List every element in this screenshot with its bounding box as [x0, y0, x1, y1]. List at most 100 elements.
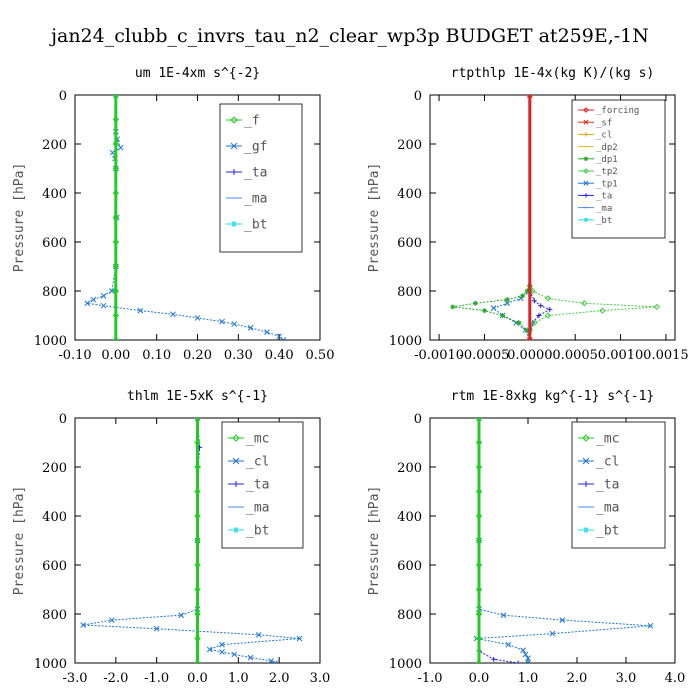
data-point: [112, 312, 120, 319]
legend-entry: _bt: [226, 218, 267, 233]
data-point: [538, 303, 544, 309]
data-point: [450, 304, 456, 310]
data-point: [549, 630, 556, 637]
y-tick-label: 1000: [34, 657, 67, 672]
series-ta: [476, 418, 521, 663]
legend-label: _tp2: [596, 167, 618, 177]
data-point: [84, 300, 91, 307]
data-point: [194, 635, 201, 642]
series-tp1: [490, 95, 533, 340]
data-point: [178, 612, 185, 619]
data-point: [475, 610, 483, 618]
y-axis-label: Pressure [hPa]: [367, 163, 382, 273]
data-point: [194, 561, 201, 569]
panel-title: um 1E-4xm s^{-2}: [135, 66, 260, 81]
data-point: [112, 95, 119, 98]
legend-marker: [583, 180, 589, 186]
legend-label: _ta: [244, 166, 267, 181]
legend-entry: _ma: [226, 192, 267, 207]
data-point: [194, 512, 201, 520]
data-point: [112, 140, 120, 148]
data-point: [475, 418, 483, 422]
data-point: [112, 165, 120, 172]
data-point: [194, 610, 201, 618]
legend-entry: _dp1: [578, 155, 618, 165]
legend-entry: _gf: [226, 140, 267, 155]
data-point: [476, 418, 482, 421]
data-point: [547, 306, 553, 312]
y-tick-label: 800: [42, 285, 67, 300]
data-point: [194, 537, 201, 544]
legend-entry: _ta: [226, 166, 267, 181]
panel-title: rtpthlp 1E-4x(kg K)/(kg s): [451, 66, 655, 81]
data-point: [531, 298, 537, 304]
y-tick-label: 0: [59, 412, 67, 427]
data-point: [475, 561, 483, 569]
x-tick-label: -3.0: [62, 671, 87, 686]
plot-frame: [429, 417, 676, 664]
x-tick-label: -0.0010: [414, 348, 464, 363]
data-point: [272, 660, 278, 663]
data-point: [500, 313, 506, 318]
legend-label: _ma: [246, 501, 269, 516]
legend-entry: _ta: [578, 192, 612, 202]
y-axis-label: Pressure [hPa]: [12, 486, 27, 596]
legend-marker: [583, 168, 589, 174]
series-cl: [80, 418, 303, 663]
legend-entry: _bt: [578, 524, 619, 539]
x-tick-label: 0.0015: [643, 348, 689, 363]
x-tick-label: -1.0: [417, 671, 442, 686]
y-tick-label: 400: [397, 187, 422, 202]
series-f: [112, 95, 120, 340]
x-tick-label: -0.10: [58, 348, 91, 363]
legend-entry: _dp2: [578, 143, 618, 153]
data-point: [112, 214, 120, 221]
x-tick-label: 0.00: [101, 348, 130, 363]
legend-marker: [583, 132, 589, 137]
legend-label: _ta: [246, 478, 269, 493]
x-tick-label: 0.50: [306, 348, 335, 363]
legend-entry: _ma: [578, 501, 619, 516]
data-point: [525, 655, 531, 661]
data-point: [504, 297, 510, 303]
data-point: [112, 238, 120, 246]
legend-entry: _cl: [578, 455, 619, 470]
panel-2: rtpthlp 1E-4x(kg K)/(kg s) Pressure [hPa]…: [367, 66, 689, 363]
legend-marker: [231, 221, 237, 227]
legend-entry: _bt: [228, 524, 269, 539]
y-tick-label: 600: [42, 559, 67, 574]
series-mc: [475, 418, 483, 663]
y-tick-label: 400: [42, 510, 67, 525]
legend-label: _forcing: [596, 106, 639, 116]
legend-marker: [232, 457, 240, 465]
legend-label: _sf: [596, 118, 612, 128]
data-point: [112, 287, 120, 295]
data-point: [268, 658, 274, 663]
y-tick-label: 1000: [389, 334, 422, 349]
legend-marker: [582, 457, 590, 465]
x-tick-label: 0.30: [224, 348, 253, 363]
data-point: [524, 288, 530, 294]
y-axis-label: Pressure [hPa]: [12, 163, 27, 273]
x-tick-label: 0.0010: [598, 348, 644, 363]
y-tick-label: 0: [414, 89, 422, 104]
legend-marker: [583, 156, 589, 161]
y-tick-label: 400: [42, 187, 67, 202]
data-point: [504, 300, 510, 307]
x-tick-label: 4.0: [665, 671, 686, 686]
legend-label: _gf: [244, 140, 267, 155]
panel-3: thlm 1E-5xK s^{-1} Pressure [hPa] -3.0 -2.0…: [12, 389, 330, 686]
data-point: [194, 315, 201, 321]
data-point: [112, 263, 120, 270]
series-line: [529, 95, 657, 340]
panels: um 1E-4xm s^{-2} Pressure [hPa] -0.10 0.00 0…: [12, 66, 689, 686]
data-point: [505, 641, 512, 648]
data-point: [481, 308, 487, 314]
panel-4: rtm 1E-8xkg kg^{-1} s^{-1} Pressure [hPa]…: [367, 389, 685, 686]
legend-box: [219, 103, 303, 253]
legend-marker: [230, 142, 238, 150]
x-tick-label: 2.0: [269, 671, 290, 686]
y-tick-label: 0: [59, 89, 67, 104]
data-point: [544, 295, 552, 302]
series-dp1: [450, 95, 533, 340]
